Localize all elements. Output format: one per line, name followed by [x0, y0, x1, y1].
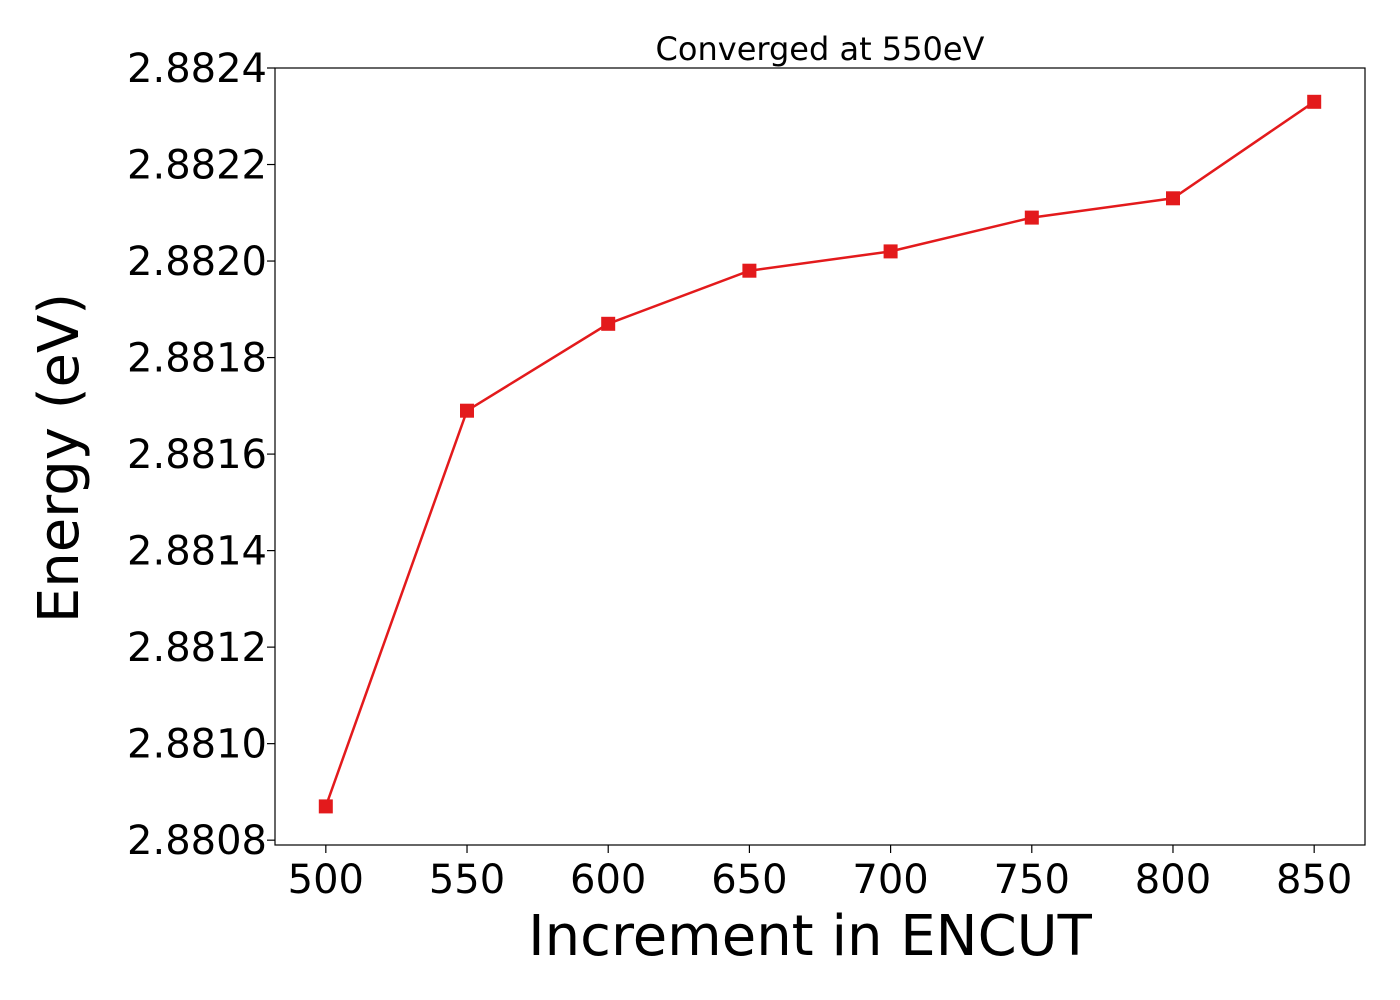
series-line: [324, 100, 1315, 807]
data-point-marker: [601, 316, 616, 331]
y-tick-label: 2.8818: [127, 336, 267, 382]
x-axis-title: Increment in ENCUT: [528, 904, 1093, 969]
data-point-marker: [318, 799, 333, 814]
x-tick-label: 650: [711, 857, 787, 903]
data-point-marker: [460, 403, 474, 418]
y-tick-label: 2.8820: [127, 239, 267, 285]
y-axis-ticks: 2.8808 2.8810 2.8812 2.8814 2.8816 2.8818 2.88…: [127, 46, 275, 864]
x-axis-ticks: 500 550 600 650 700 750 800 850: [288, 845, 1352, 903]
y-tick-label: 2.8814: [127, 529, 267, 575]
x-tick-label: 550: [429, 857, 505, 903]
y-tick-label: 2.8810: [127, 722, 267, 768]
plot-area: 500 550 600 650 700 750 800 850 2.88082.88102.8…: [127, 46, 1366, 903]
x-tick-label: 500: [288, 857, 364, 903]
x-tick-label: 600: [570, 857, 646, 903]
data-point-marker: [742, 263, 757, 278]
y-tick-label: 2.8816: [127, 432, 267, 478]
y-tick-label: 2.8812: [127, 625, 267, 671]
data-point-marker: [1024, 210, 1039, 225]
data-point-marker: [1307, 94, 1322, 109]
plot-frame: [274, 67, 1366, 846]
chart-title: Converged at 550eV: [656, 30, 985, 68]
x-tick-label: 750: [994, 857, 1070, 903]
x-tick-label: 800: [1135, 857, 1211, 903]
y-axis-title: Energy (eV): [27, 293, 92, 623]
data-point-marker: [883, 244, 898, 259]
y-tick-label: 2.8822: [127, 143, 267, 189]
x-tick-label: 700: [852, 857, 928, 903]
y-tick-label: 2.8824: [127, 46, 267, 92]
series-layer: [318, 94, 1322, 814]
data-point-marker: [1166, 191, 1180, 206]
y-tick-label: 2.8808: [127, 818, 267, 864]
x-tick-label: 850: [1276, 857, 1352, 903]
